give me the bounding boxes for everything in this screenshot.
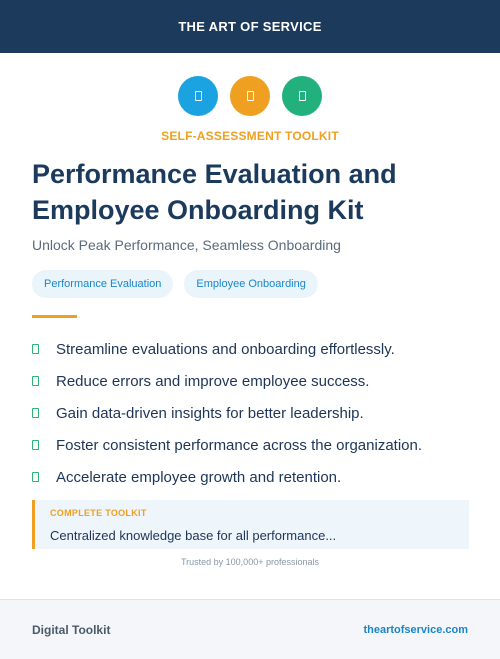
check-icon: [32, 376, 39, 386]
check-icon: [32, 440, 39, 450]
check-icon: [32, 472, 39, 482]
feature-text: Reduce errors and improve employee succe…: [56, 372, 370, 390]
header-bar: THE ART OF SERVICE: [0, 0, 500, 53]
check-icon: [32, 344, 39, 354]
subtitle: Unlock Peak Performance, Seamless Onboar…: [32, 237, 341, 253]
title-line: Performance Evaluation and: [32, 159, 397, 189]
icon-row: [0, 76, 500, 116]
accent-divider: [32, 315, 77, 318]
tag-performance-evaluation: Performance Evaluation: [32, 270, 174, 298]
feature-text: Gain data-driven insights for better lea…: [56, 404, 364, 422]
brand-name: THE ART OF SERVICE: [178, 19, 322, 34]
list-item: Streamline evaluations and onboarding ef…: [32, 333, 422, 365]
document-icon: [230, 76, 270, 116]
feature-text: Accelerate employee growth and retention…: [56, 468, 342, 486]
toolkit-description: Centralized knowledge base for all perfo…: [50, 528, 337, 543]
feature-list: Streamline evaluations and onboarding ef…: [32, 333, 422, 493]
trusted-note: Trusted by 100,000+ professionals: [180, 557, 319, 567]
tag-employee-onboarding: Employee Onboarding: [184, 270, 318, 298]
check-icon: [32, 408, 39, 418]
document-icon: [282, 76, 322, 116]
toolkit-callout: COMPLETE TOOLKIT Centralized knowledge b…: [32, 500, 469, 549]
feature-text: Foster consistent performance across the…: [56, 436, 423, 454]
feature-text: Streamline evaluations and onboarding ef…: [56, 340, 395, 358]
list-item: Reduce errors and improve employee succe…: [32, 365, 422, 397]
list-item: Foster consistent performance across the…: [32, 429, 422, 461]
website-link[interactable]: theartofservice.com: [363, 623, 468, 636]
toolkit-label: COMPLETE TOOLKIT: [50, 508, 147, 518]
title-line: Employee Onboarding Kit: [32, 195, 364, 225]
kicker-label: SELF-ASSESSMENT TOOLKIT: [161, 129, 339, 143]
footer: Digital Toolkit theartofservice.com: [0, 599, 500, 659]
footer-label: Digital Toolkit: [32, 622, 111, 637]
list-item: Accelerate employee growth and retention…: [32, 461, 422, 493]
list-item: Gain data-driven insights for better lea…: [32, 397, 422, 429]
page-title: Performance Evaluation and Employee Onbo…: [32, 156, 472, 228]
tag-list: Performance Evaluation Employee Onboardi…: [32, 270, 318, 298]
document-icon: [178, 76, 218, 116]
